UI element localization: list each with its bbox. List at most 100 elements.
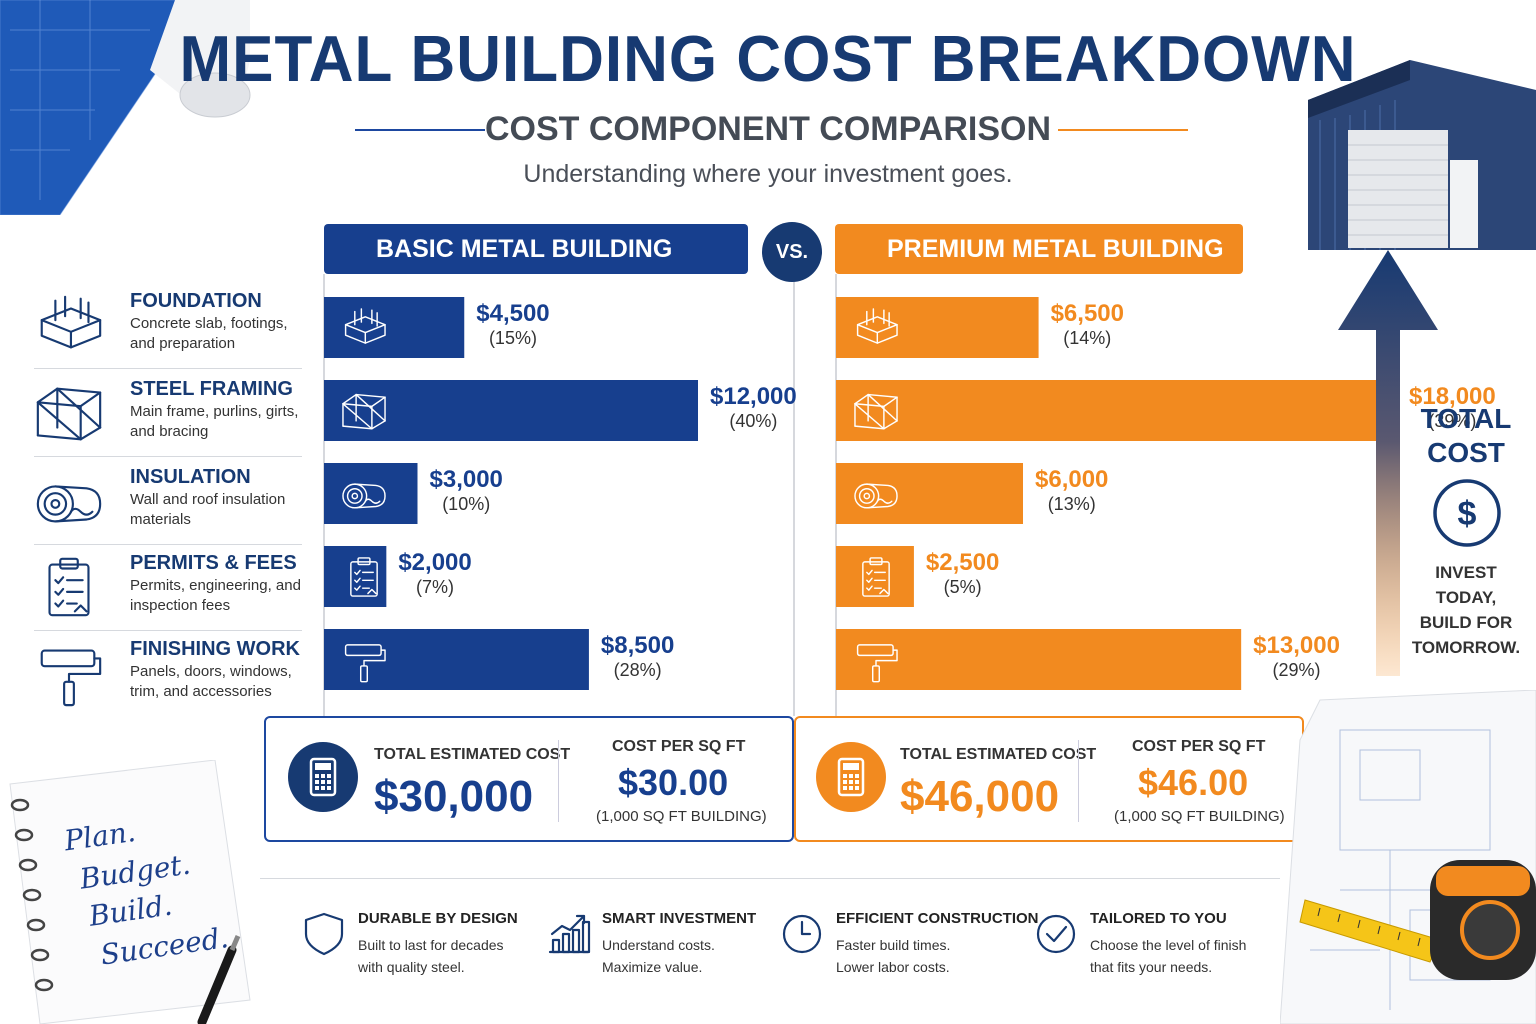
invest-line-1: INVEST — [1435, 563, 1497, 582]
premium-percent-2: (13%) — [1047, 494, 1096, 514]
basic-total-separator — [558, 740, 559, 822]
shield-icon — [300, 908, 348, 956]
dollar-icon: $ — [1433, 479, 1501, 547]
calculator-icon — [288, 742, 358, 812]
premium-amount-0: $6,500 — [1050, 300, 1124, 327]
basic-sqft-label: COST PER SQ FT — [612, 738, 746, 755]
premium-percent-1: (39%) — [1428, 411, 1477, 431]
page-title: METAL BUILDING COST BREAKDOWN — [179, 23, 1357, 96]
feature-item: SMART INVESTMENT Understand costs. Maximiz… — [544, 906, 764, 986]
premium-series-header: PREMIUM METAL BUILDING — [835, 224, 1243, 274]
premium-value-label-0: $6,500 (14%) — [1051, 301, 1124, 349]
premium-value-label-3: $2,500 (5%) — [926, 550, 999, 598]
feature-desc-line-2: Lower labor costs. — [836, 959, 950, 975]
premium-total-value: $46,000 — [900, 772, 1060, 821]
basic-total-card: TOTAL ESTIMATED COST $30,000 COST PER SQ… — [264, 716, 794, 842]
features-divider — [260, 878, 1280, 879]
feature-description: Faster build times. Lower labor costs. — [836, 934, 950, 978]
premium-sqft-note: (1,000 SQ FT BUILDING) — [1114, 808, 1285, 825]
paint-roller-icon — [344, 644, 386, 683]
basic-amount-0: $4,500 — [476, 300, 550, 327]
basic-value-label-3: $2,000 (7%) — [398, 550, 471, 598]
invest-line-4: TOMORROW. — [1411, 638, 1521, 657]
feature-title: SMART INVESTMENT — [602, 910, 757, 927]
basic-percent-4: (28%) — [613, 660, 662, 680]
component-description: Panels, doors, windows, trim, and access… — [130, 663, 292, 700]
premium-bar-1 — [836, 380, 1397, 441]
premium-percent-4: (29%) — [1272, 660, 1321, 680]
feature-desc-line-1: Built to last for decades — [358, 937, 504, 953]
component-name: STEEL FRAMING — [130, 378, 293, 400]
total-cost-line-2: COST — [1427, 437, 1505, 468]
page-subtitle: COST COMPONENT COMPARISON — [484, 110, 1052, 148]
premium-bar-0 — [836, 297, 1039, 358]
foundation-icon — [32, 290, 106, 360]
clipboard-icon — [862, 557, 890, 597]
component-name: INSULATION — [130, 466, 251, 488]
feature-description: Built to last for decades with quality st… — [358, 934, 504, 978]
subtitle-rule-left — [355, 129, 485, 131]
invest-slogan: INVEST TODAY, BUILD FOR TOMORROW. — [1410, 560, 1522, 660]
basic-percent-0: (15%) — [488, 328, 537, 348]
frame-icon — [32, 378, 106, 448]
basic-value-label-0: $4,500 (15%) — [476, 301, 549, 349]
basic-amount-2: $3,000 — [429, 466, 503, 493]
basic-sqft-value: $30.00 — [618, 762, 729, 803]
premium-bar-3 — [836, 546, 914, 607]
insulation-roll-icon — [342, 483, 386, 509]
premium-value-label-2: $6,000 (13%) — [1035, 467, 1108, 515]
metal-building-illustration — [1308, 60, 1536, 250]
basic-bar-4 — [324, 629, 589, 690]
premium-amount-1: $18,000 — [1409, 383, 1496, 410]
premium-total-card: TOTAL ESTIMATED COST $46,000 COST PER SQ… — [794, 716, 1304, 842]
premium-percent-3: (5%) — [943, 577, 982, 597]
total-cost-label: TOTAL COST — [1416, 402, 1516, 470]
component-name: FOUNDATION — [130, 290, 262, 312]
component-name: FINISHING WORK — [130, 638, 300, 660]
component-item: FINISHING WORK Panels, doors, windows, tr… — [30, 638, 302, 724]
feature-desc-line-2: Maximize value. — [602, 959, 703, 975]
component-description: Wall and roof insulation materials — [130, 491, 286, 528]
basic-series-header: BASIC METAL BUILDING — [324, 224, 748, 274]
paint-roller-icon — [856, 644, 898, 683]
feature-title: DURABLE BY DESIGN — [358, 910, 518, 927]
basic-amount-1: $12,000 — [710, 383, 797, 410]
feature-desc-line-1: Understand costs. — [602, 937, 715, 953]
component-item: STEEL FRAMING Main frame, purlins, girts,… — [30, 378, 302, 464]
feature-description: Choose the level of finish that fits your… — [1090, 934, 1246, 978]
blueprint-roll-decoration — [0, 0, 251, 215]
checkmark-icon — [1032, 908, 1080, 956]
basic-total-value: $30,000 — [374, 772, 534, 821]
total-cost-line-1: TOTAL — [1420, 403, 1512, 434]
basic-value-label-1: $12,000 (40%) — [710, 384, 797, 432]
insulation-roll-icon — [854, 483, 898, 509]
component-description: Concrete slab, footings, and preparation — [130, 315, 288, 352]
notebook-decoration: Plan. Budget. Build. Succeed. — [9, 760, 251, 1024]
component-item: PERMITS & FEES Permits, engineering, and … — [30, 552, 302, 638]
basic-value-label-2: $3,000 (10%) — [430, 467, 503, 515]
premium-value-label-4: $13,000 (29%) — [1253, 633, 1340, 681]
component-divider — [34, 630, 302, 631]
calculator-icon — [816, 742, 886, 812]
feature-desc-line-2: that fits your needs. — [1090, 959, 1213, 975]
invest-line-3: BUILD FOR — [1419, 613, 1513, 632]
clipboard-icon — [350, 557, 378, 597]
component-name: PERMITS & FEES — [130, 552, 297, 574]
subtitle-rule-right — [1058, 129, 1188, 131]
frame-icon — [854, 393, 898, 430]
basic-amount-3: $2,000 — [398, 549, 472, 576]
premium-amount-4: $13,000 — [1253, 632, 1340, 659]
feature-title: TAILORED TO YOU — [1090, 910, 1227, 927]
basic-percent-1: (40%) — [729, 411, 778, 431]
component-divider — [34, 368, 302, 369]
blueprint-tape-measure-decoration — [1280, 690, 1536, 1024]
component-item: INSULATION Wall and roof insulation mater… — [30, 466, 302, 552]
total-cost-arrow — [1338, 250, 1438, 676]
feature-desc-line-1: Choose the level of finish — [1090, 937, 1247, 953]
premium-bar-4 — [836, 629, 1242, 690]
component-item: FOUNDATION Concrete slab, footings, and p… — [30, 290, 302, 376]
feature-item: EFFICIENT CONSTRUCTION Faster build times… — [778, 906, 1039, 986]
foundation-icon — [344, 308, 386, 344]
feature-item: TAILORED TO YOU Choose the level of finis… — [1032, 906, 1252, 986]
